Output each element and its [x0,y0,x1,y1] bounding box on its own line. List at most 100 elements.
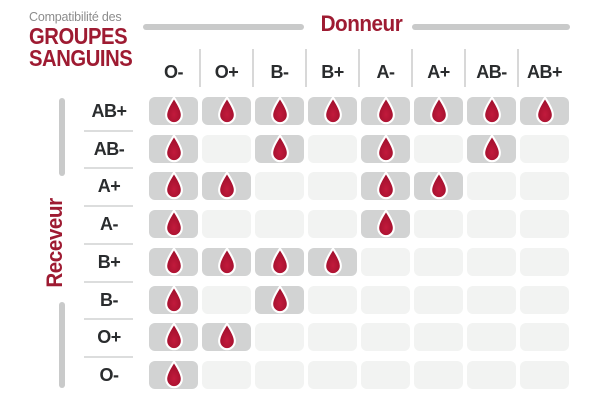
cell-O+-A--incompatible [361,323,410,351]
blood-drop-icon [164,322,183,351]
cell-A+-O+-compatible [202,171,251,200]
cell-B--AB+-incompatible [520,286,569,314]
column-separator [305,49,307,87]
blood-drop-icon [429,96,448,125]
receiver-axis-line-top [59,98,65,176]
cell-B+-A--incompatible [361,248,410,276]
cell-AB--B--compatible [255,134,304,163]
cell-O+-O--compatible [149,322,198,351]
cell-AB+-A--compatible [361,96,410,125]
blood-drop-icon [164,285,183,314]
blood-drop-icon [482,96,501,125]
donor-header-AB-: AB- [476,62,507,82]
cell-A--AB+-incompatible [520,210,569,238]
cell-O+-AB+-incompatible [520,323,569,351]
cell-AB+-O+-compatible [202,96,251,125]
donor-header-B-: B- [270,62,290,82]
cell-AB+-AB--compatible [467,96,516,125]
blood-drop-icon [376,209,395,238]
blood-drop-icon [376,96,395,125]
title-line1: GROUPES [29,23,128,49]
cell-B--B--compatible [255,285,304,314]
row-separator [84,130,133,132]
cell-A--O--compatible [149,209,198,238]
cell-A+-AB+-incompatible [520,172,569,200]
cell-B+-O+-compatible [202,247,251,276]
cell-B--A--incompatible [361,286,410,314]
cell-O+-O+-compatible [202,322,251,351]
title-kicker: Compatibilité des [29,10,122,24]
receiver-header-A+: A+ [97,176,121,196]
cell-A--O+-incompatible [202,210,251,238]
cell-B+-B+-compatible [308,247,357,276]
blood-drop-icon [270,134,289,163]
donor-header-O+: O+ [214,62,239,82]
receiver-header-A-: A- [100,214,119,234]
blood-drop-icon [164,247,183,276]
row-separator [84,243,133,245]
cell-B--AB--incompatible [467,286,516,314]
blood-drop-icon [376,171,395,200]
cell-O+-B--incompatible [255,323,304,351]
donor-header-A+: A+ [427,62,450,82]
row-separator [84,167,133,169]
blood-drop-icon [270,285,289,314]
cell-B+-A+-incompatible [414,248,463,276]
receiver-header-B-: B- [100,290,119,310]
blood-drop-icon [164,96,183,125]
cell-A+-A--compatible [361,171,410,200]
donor-axis-line-right [412,24,570,30]
blood-drop-icon [323,96,342,125]
cell-O--AB+-incompatible [520,361,569,389]
column-separator [464,49,466,87]
cell-B+-AB+-incompatible [520,248,569,276]
blood-drop-icon [164,360,183,389]
cell-O--A--incompatible [361,361,410,389]
receiver-header-AB-: AB- [93,139,125,159]
cell-O--AB--incompatible [467,361,516,389]
cell-A--B--incompatible [255,210,304,238]
receiver-header-AB+: AB+ [91,101,127,121]
blood-drop-icon [217,322,236,351]
blood-drop-icon [217,171,236,200]
blood-drop-icon [482,134,501,163]
receiver-header-B+: B+ [97,252,121,272]
cell-A--A--compatible [361,209,410,238]
cell-AB--A+-incompatible [414,135,463,163]
cell-B--O--compatible [149,285,198,314]
cell-B--A+-incompatible [414,286,463,314]
blood-drop-icon [270,247,289,276]
blood-drop-icon [217,96,236,125]
receiver-header-O+: O+ [97,327,121,347]
row-separator [84,356,133,358]
cell-A--B+-incompatible [308,210,357,238]
cell-O+-AB--incompatible [467,323,516,351]
blood-drop-icon [164,209,183,238]
cell-B+-B--compatible [255,247,304,276]
blood-drop-icon [376,134,395,163]
cell-A+-A+-compatible [414,171,463,200]
cell-B+-O--compatible [149,247,198,276]
row-separator [84,205,133,207]
cell-O+-A+-incompatible [414,323,463,351]
cell-AB--A--compatible [361,134,410,163]
cell-A--AB--incompatible [467,210,516,238]
blood-drop-icon [164,171,183,200]
cell-A+-O--compatible [149,171,198,200]
donor-header-AB+: AB+ [526,62,563,82]
donor-axis-label: Donneur [320,11,403,36]
cell-A+-B--incompatible [255,172,304,200]
blood-drop-icon [323,247,342,276]
row-separator [84,318,133,320]
cell-AB+-AB+-compatible [520,96,569,125]
cell-AB+-B--compatible [255,96,304,125]
cell-O--O--compatible [149,360,198,389]
cell-AB+-A+-compatible [414,96,463,125]
blood-drop-icon [270,96,289,125]
donor-axis-line-left [143,24,304,30]
column-separator [252,49,254,87]
receiver-axis-line-bottom [59,302,65,388]
row-separator [84,281,133,283]
cell-AB--O+-incompatible [202,135,251,163]
